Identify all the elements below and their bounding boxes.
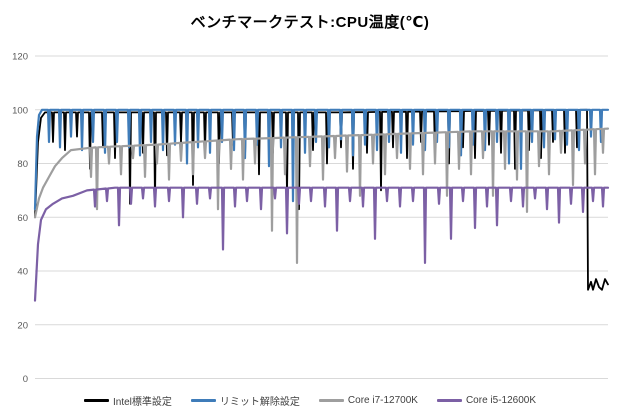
- y-axis-tick-label: 80: [17, 159, 28, 170]
- legend-label: リミット解除設定: [219, 396, 300, 408]
- y-axis-tick-label: 20: [17, 320, 28, 331]
- legend-swatch-limit-release: [190, 398, 216, 402]
- legend-label: Core i7-12700K: [347, 394, 418, 406]
- series-line-intel-standard: [34, 108, 609, 291]
- legend-item-core-i5-12600k: Core i5-12600K: [436, 394, 536, 406]
- series-line-limit-release: [33, 108, 610, 211]
- series-line-core-i7-12700k: [33, 127, 610, 264]
- y-axis-tick-label: 120: [12, 52, 28, 63]
- y-axis-tick-label: 60: [17, 213, 28, 224]
- legend-swatch-core-i5-12600k: [436, 398, 462, 402]
- legend-label: Intel標準設定: [113, 396, 172, 408]
- y-axis-tick-label: 40: [17, 267, 28, 278]
- legend-swatch-intel-standard: [84, 398, 109, 402]
- legend-item-intel-standard: Intel標準設定: [84, 393, 172, 408]
- y-axis-tick-label: 0: [23, 374, 28, 385]
- legend-swatch-core-i7-12700k: [318, 398, 344, 402]
- y-axis-tick-label: 100: [12, 105, 28, 116]
- chart-title: ベンチマークテスト:CPU温度(℃): [190, 14, 430, 31]
- legend-item-limit-release: リミット解除設定: [190, 393, 300, 408]
- legend-label: Core i5-12600K: [465, 394, 536, 406]
- series-line-core-i5-12600k: [33, 186, 610, 302]
- chart-legend: Intel標準設定 リミット解除設定 Core i7-12700K Core i…: [0, 392, 620, 408]
- legend-item-core-i7-12700k: Core i7-12700K: [318, 394, 418, 406]
